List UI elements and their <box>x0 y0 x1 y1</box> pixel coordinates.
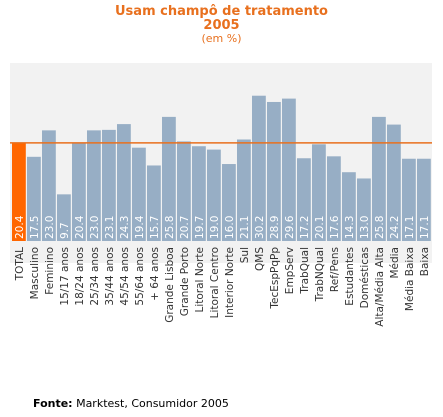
bar-12 <box>192 146 206 241</box>
bar-18 <box>282 98 296 241</box>
bar-27 <box>417 158 431 241</box>
category-label-27: Baixa <box>419 247 431 276</box>
bar-0 <box>12 142 26 241</box>
category-label-12: Litoral Norte <box>194 247 206 313</box>
bar-25 <box>387 124 401 241</box>
category-label-13: Litoral Centro <box>209 247 221 318</box>
bar-19 <box>297 158 311 241</box>
category-label-4: 18/24 anos <box>74 247 86 306</box>
category-label-3: 15/17 anos <box>59 247 71 306</box>
value-label-25: 24.2 <box>389 216 401 239</box>
category-label-6: 35/44 anos <box>104 247 116 306</box>
category-label-9: + 64 anos <box>149 247 161 301</box>
bar-3 <box>57 194 71 241</box>
value-label-16: 30.2 <box>254 216 266 239</box>
category-label-8: 55/64 anos <box>134 247 146 306</box>
bar-9 <box>147 165 161 241</box>
category-label-14: Interior Norte <box>224 247 236 318</box>
value-label-14: 16.0 <box>224 216 236 239</box>
category-label-24: Alta/Média Alta <box>374 247 386 327</box>
value-label-0: 20.4 <box>14 215 26 239</box>
bar-21 <box>327 156 341 241</box>
bar-4 <box>72 142 86 241</box>
category-label-17: TecEspPqPp <box>269 247 281 310</box>
bar-1 <box>27 156 41 241</box>
bar-8 <box>132 147 146 241</box>
category-label-22: Estudantes <box>344 247 356 306</box>
bar-26 <box>402 158 416 241</box>
category-label-26: Média Baixa <box>404 247 416 311</box>
category-label-21: Ref/Pens <box>329 247 341 292</box>
category-label-25: Média <box>389 247 401 279</box>
value-label-26: 17.1 <box>404 216 416 239</box>
value-label-6: 23.1 <box>104 216 116 239</box>
value-label-27: 17.1 <box>419 216 431 239</box>
value-label-24: 25.8 <box>374 216 386 239</box>
value-label-5: 23.0 <box>89 216 101 239</box>
value-label-10: 25.8 <box>164 216 176 239</box>
value-label-8: 19.4 <box>134 215 146 239</box>
value-label-15: 21.1 <box>239 216 251 239</box>
category-label-16: QMS <box>254 247 266 271</box>
value-label-3: 9.7 <box>59 222 71 239</box>
category-label-5: 25/34 anos <box>89 247 101 306</box>
category-label-23: Domésticas <box>359 247 371 308</box>
category-label-2: Feminino <box>44 247 56 295</box>
value-label-4: 20.4 <box>74 215 86 239</box>
source-text: Marktest, Consumidor 2005 <box>76 397 229 410</box>
bar-14 <box>222 164 236 241</box>
category-label-20: TrabNQual <box>314 247 326 302</box>
value-label-19: 17.2 <box>299 216 311 239</box>
bar-7 <box>117 124 131 241</box>
category-label-19: TrabQual <box>299 247 311 295</box>
value-label-11: 20.7 <box>179 216 191 239</box>
bar-5 <box>87 130 101 241</box>
value-label-21: 17.6 <box>329 215 341 239</box>
bar-20 <box>312 144 326 241</box>
value-label-17: 28.9 <box>269 216 281 239</box>
bar-2 <box>42 130 56 241</box>
value-label-23: 13.0 <box>359 216 371 239</box>
value-label-22: 14.3 <box>344 216 356 239</box>
category-label-11: Grande Porto <box>179 247 191 316</box>
bar-11 <box>177 141 191 241</box>
chart-unit: (em %) <box>201 32 242 45</box>
value-label-12: 19.7 <box>194 216 206 239</box>
bar-24 <box>372 116 386 241</box>
chart-year: 2005 <box>203 18 240 33</box>
category-label-15: Sul <box>239 247 251 263</box>
bar-22 <box>342 172 356 241</box>
value-label-20: 20.1 <box>314 216 326 239</box>
bar-17 <box>267 101 281 241</box>
bar-6 <box>102 129 116 241</box>
category-label-1: Masculino <box>29 247 41 299</box>
bar-13 <box>207 149 221 241</box>
source-note: Fonte: Marktest, Consumidor 2005 <box>33 397 229 410</box>
category-label-7: 45/54 anos <box>119 247 131 306</box>
value-label-2: 23.0 <box>44 216 56 239</box>
source-label: Fonte: <box>33 397 73 410</box>
bar-16 <box>252 95 266 242</box>
chart-title: Usam champô de tratamento <box>115 4 328 19</box>
bar-15 <box>237 139 251 241</box>
value-label-13: 19.0 <box>209 216 221 239</box>
value-label-7: 24.3 <box>119 216 131 239</box>
category-label-18: EmpServ <box>284 247 296 294</box>
value-label-18: 29.6 <box>284 215 296 239</box>
bar-23 <box>357 178 371 241</box>
bar-10 <box>162 116 176 241</box>
category-label-10: Grande Lisboa <box>164 247 176 323</box>
category-label-0: TOTAL <box>14 247 26 281</box>
value-label-1: 17.5 <box>29 216 41 239</box>
value-label-9: 15.7 <box>149 216 161 239</box>
